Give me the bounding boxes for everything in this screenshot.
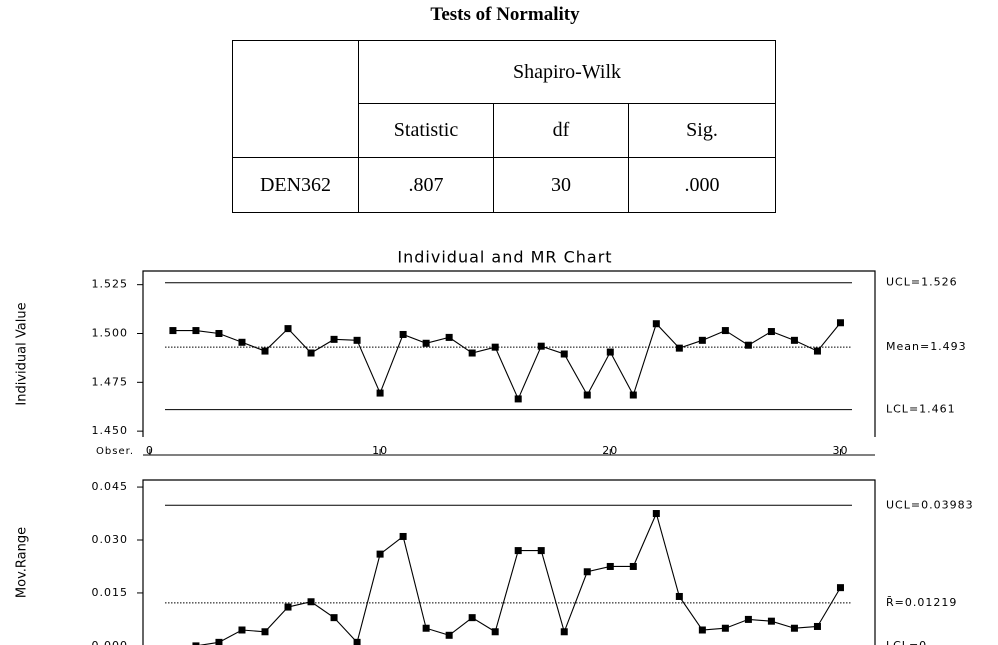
data-point (629, 391, 637, 399)
x-tick-label: 0 (146, 444, 154, 457)
column-header: Sig. (628, 103, 776, 158)
data-point (629, 562, 637, 570)
data-point (261, 628, 269, 636)
data-point (721, 624, 729, 632)
y-tick-label: 0.030 (92, 533, 129, 546)
data-point (560, 628, 568, 636)
data-point (836, 319, 844, 327)
column-header: df (493, 103, 629, 158)
y-axis-title: Mov.Range (15, 527, 30, 598)
data-point (284, 603, 292, 611)
y-axis-title: Individual Value (15, 302, 30, 405)
empty-cell (232, 40, 359, 158)
data-point (583, 391, 591, 399)
data-point (744, 341, 752, 349)
data-point (422, 339, 430, 347)
data-point (583, 568, 591, 576)
data-point (399, 532, 407, 540)
y-tick-label: 1.500 (92, 326, 129, 339)
control-limit-label: Mean=1.493 (886, 340, 967, 353)
data-point (813, 622, 821, 630)
control-limit-label: UCL=0.03983 (886, 498, 974, 511)
data-point (330, 335, 338, 343)
data-point (514, 547, 522, 555)
data-point (744, 615, 752, 623)
data-point (353, 638, 361, 645)
data-point (284, 325, 292, 333)
cell: .807 (358, 157, 494, 213)
data-point (767, 617, 775, 625)
data-point (238, 626, 246, 634)
data-point (192, 642, 200, 645)
cell: .000 (628, 157, 776, 213)
plot-frame (142, 479, 876, 645)
data-point (652, 510, 660, 518)
data-point (491, 628, 499, 636)
data-point (330, 614, 338, 622)
data-point (238, 338, 246, 346)
data-point (468, 349, 476, 357)
data-point (215, 329, 223, 337)
y-tick-label: 0.015 (92, 586, 129, 599)
data-point (491, 343, 499, 351)
data-point (606, 348, 614, 356)
data-point (215, 638, 223, 645)
x-tick-label: 20 (602, 444, 618, 457)
data-point (169, 327, 177, 335)
data-point (353, 336, 361, 344)
data-point (422, 624, 430, 632)
control-limit-label: R̄=0.01219 (886, 596, 957, 609)
y-tick-label: 0.000 (92, 639, 129, 645)
normality-table: Shapiro-Wilk Statistic df Sig. DEN362.807 3… (232, 40, 776, 213)
data-point (261, 347, 269, 355)
data-point (698, 626, 706, 634)
data-point (652, 320, 660, 328)
control-limit-label: UCL=1.526 (886, 276, 958, 289)
plot-frame (142, 270, 876, 437)
data-point (468, 614, 476, 622)
data-point (560, 350, 568, 358)
y-tick-label: 0.045 (92, 480, 129, 493)
data-point (514, 395, 522, 403)
x-tick-label: 10 (372, 444, 388, 457)
data-point (675, 344, 683, 352)
control-limit-label: LCL=1.461 (886, 403, 956, 416)
data-line (198, 511, 841, 645)
data-point (790, 336, 798, 344)
data-point (192, 327, 200, 335)
data-point (445, 333, 453, 341)
header-cell: Shapiro-Wilk (358, 40, 776, 104)
chart-title: Individual and MR Chart (397, 248, 612, 267)
data-point (790, 624, 798, 632)
data-point (537, 547, 545, 555)
y-tick-label: 1.475 (92, 375, 129, 388)
y-tick-label: 1.525 (92, 278, 129, 291)
table-title: Tests of Normality (430, 4, 580, 25)
data-point (376, 389, 384, 397)
data-point (698, 336, 706, 344)
data-point (606, 562, 614, 570)
data-point (399, 330, 407, 338)
data-point (836, 584, 844, 592)
data-line (172, 322, 841, 401)
data-point (307, 349, 315, 357)
data-point (307, 598, 315, 606)
y-tick-label: 1.450 (92, 424, 129, 437)
control-limit-label: LCL=0 (886, 639, 927, 645)
data-point (537, 342, 545, 350)
data-point (445, 631, 453, 639)
data-point (721, 327, 729, 335)
data-point (813, 347, 821, 355)
data-point (376, 550, 384, 558)
x-tick-label: 30 (832, 444, 848, 457)
x-axis-title: Obser. (96, 446, 134, 457)
data-point (675, 592, 683, 600)
cell: 30 (493, 157, 629, 213)
data-point (767, 328, 775, 336)
